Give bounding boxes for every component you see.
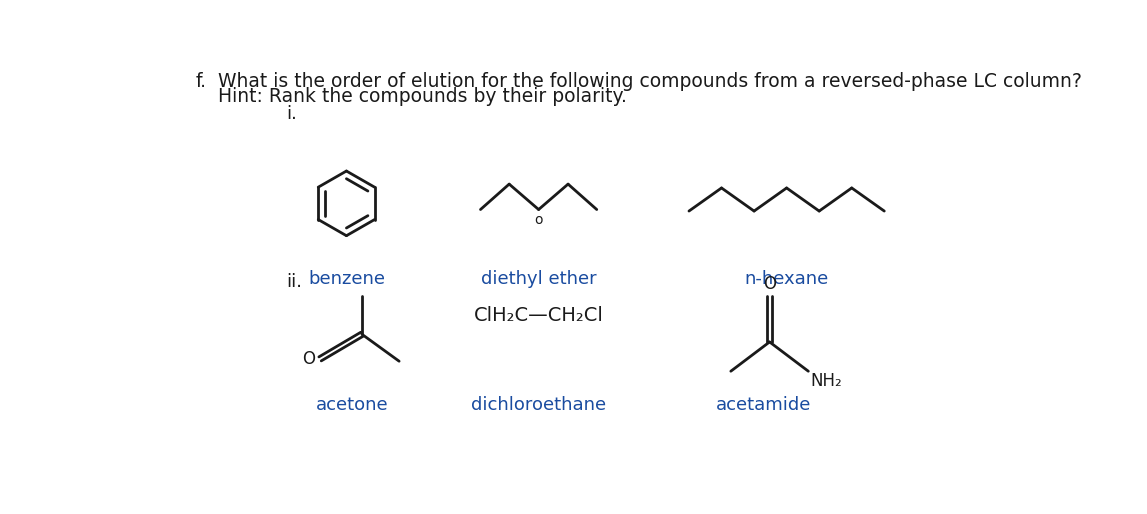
Text: NH₂: NH₂ [810,372,842,390]
Text: benzene: benzene [307,269,385,287]
Text: ClH₂C—CH₂Cl: ClH₂C—CH₂Cl [474,305,603,324]
Text: acetone: acetone [317,396,389,414]
Text: o: o [535,213,543,227]
Text: acetamide: acetamide [716,396,811,414]
Text: f.: f. [196,72,208,91]
Text: dichloroethane: dichloroethane [471,396,606,414]
Text: Hint: Rank the compounds by their polarity.: Hint: Rank the compounds by their polari… [218,87,626,106]
Text: diethyl ether: diethyl ether [481,269,596,287]
Text: n-hexane: n-hexane [744,269,829,287]
Text: O: O [763,274,777,292]
Text: O: O [303,350,315,368]
Text: ii.: ii. [287,272,303,290]
Text: i.: i. [287,105,297,123]
Text: What is the order of elution for the following compounds from a reversed-phase L: What is the order of elution for the fol… [218,72,1082,91]
